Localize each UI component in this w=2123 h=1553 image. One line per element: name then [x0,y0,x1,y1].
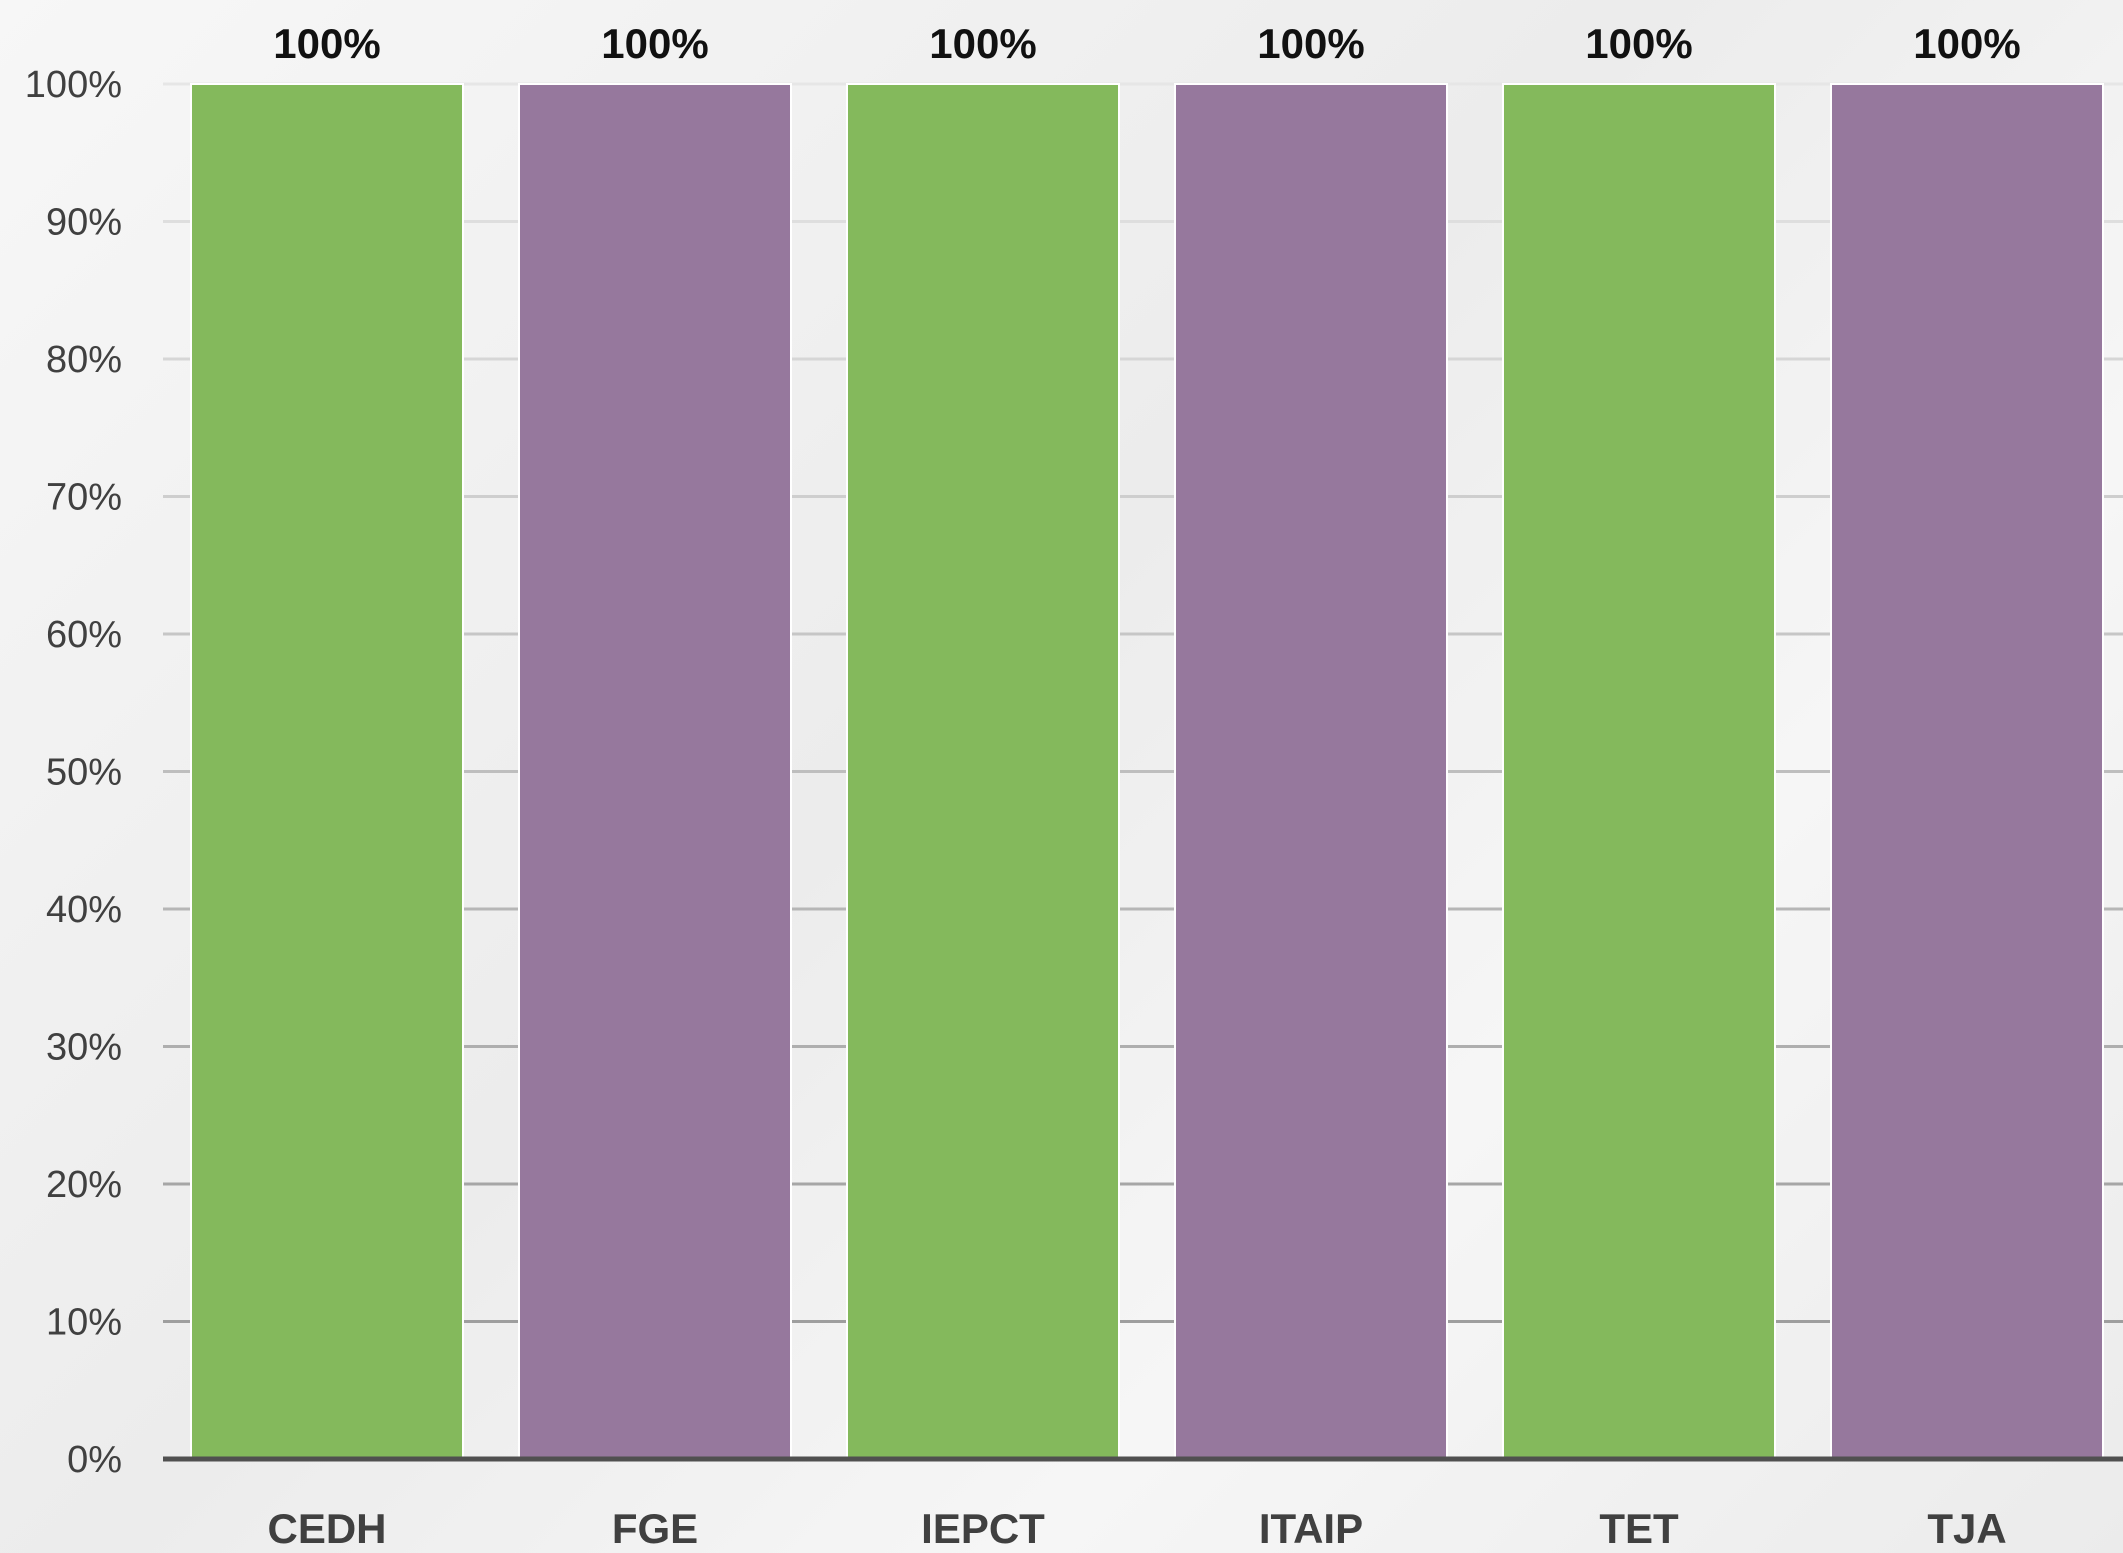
y-tick-label: 60% [46,614,122,656]
bar-itaip [1174,83,1448,1460]
gridlines [163,82,2123,1323]
y-tick-label: 30% [46,1027,122,1069]
data-label: 100% [929,20,1036,67]
y-tick-label: 10% [46,1302,122,1344]
bar-fge [518,83,792,1460]
data-label: 100% [1913,20,2020,67]
bar-cedh [190,83,464,1460]
y-axis-tick-labels: 0% 10% 20% 30% 40% 50% 60% 70% 80% 90% 100% [25,64,122,1481]
x-category-label: ITAIP [1259,1505,1363,1552]
y-tick-label: 0% [67,1439,122,1481]
y-tick-label: 70% [46,477,122,519]
data-label: 100% [601,20,708,67]
y-tick-label: 100% [25,64,122,106]
y-tick-label: 40% [46,889,122,931]
data-label: 100% [273,20,380,67]
x-category-label: CEDH [267,1505,386,1552]
data-label: 100% [1585,20,1692,67]
data-labels: 100% 100% 100% 100% 100% 100% [273,20,2020,67]
data-label: 100% [1257,20,1364,67]
y-tick-label: 80% [46,339,122,381]
bar-iepct [846,83,1120,1460]
y-tick-label: 90% [46,202,122,244]
bar-tja [1830,83,2104,1460]
x-category-label: TJA [1927,1505,2006,1552]
x-category-label: TET [1599,1505,1679,1552]
y-tick-label: 50% [46,752,122,794]
x-category-label: FGE [612,1505,698,1552]
y-tick-label: 20% [46,1164,122,1206]
x-category-label: IEPCT [921,1505,1045,1552]
x-axis-category-labels: CEDH FGE IEPCT ITAIP TET TJA [267,1505,2006,1552]
bar-tet [1502,83,1776,1460]
